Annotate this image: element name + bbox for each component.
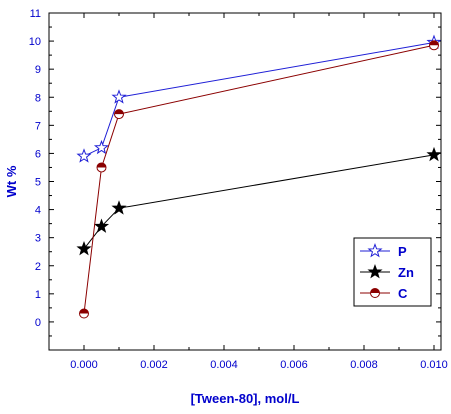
y-tick-label: 4 <box>35 205 41 217</box>
data-point-zn <box>426 146 442 162</box>
series-line-zn <box>83 154 435 250</box>
y-tick-label: 7 <box>35 120 41 132</box>
data-point-zn <box>76 240 92 256</box>
y-tick-label: 5 <box>35 177 41 189</box>
data-point-zn <box>111 200 127 215</box>
y-tick-label: 3 <box>35 233 41 245</box>
y-tick-label: 0 <box>35 317 41 329</box>
y-tick-label: 8 <box>35 92 41 104</box>
data-point-c <box>429 40 439 51</box>
y-tick-label: 1 <box>35 289 41 301</box>
y-axis-title: Wt % <box>4 165 19 197</box>
x-tick-label: 0.010 <box>420 359 448 371</box>
series-line-p <box>83 41 435 157</box>
marker-fill <box>114 109 124 115</box>
legend: P Zn C <box>353 237 432 307</box>
data-point-p <box>111 89 127 104</box>
legend-marker-c <box>370 288 380 298</box>
marker-fill <box>79 308 89 314</box>
legend-marker-zn <box>367 264 383 279</box>
marker-fill <box>97 162 106 168</box>
plot-area-frame <box>48 12 442 351</box>
legend-label-p: P <box>398 244 407 259</box>
y-tick-label: 6 <box>35 148 41 160</box>
data-point-c <box>96 162 107 173</box>
data-point-p <box>76 148 92 163</box>
x-tick-label: 0.008 <box>350 359 378 371</box>
tick-labels: 0 1 2 3 4 5 6 7 8 9 10 11 0.000 0.002 0.004 0.006 0.008 0… <box>29 8 448 371</box>
series-p <box>76 34 442 163</box>
legend-label-c: C <box>398 286 408 301</box>
legend-marker-p <box>367 243 383 258</box>
data-point-p <box>93 139 110 155</box>
y-tick-label: 2 <box>35 261 41 273</box>
y-tick-label: 9 <box>35 64 41 76</box>
data-point-c <box>114 109 124 120</box>
x-tick-label: 0.006 <box>280 359 308 371</box>
x-tick-label: 0.002 <box>140 359 168 371</box>
series-c <box>79 40 439 319</box>
legend-label-zn: Zn <box>398 265 414 280</box>
series-line-c <box>83 44 435 314</box>
data-point-c <box>79 308 89 319</box>
y-tick-label: 11 <box>30 8 41 20</box>
marker-fill <box>370 288 380 293</box>
y-tick-label: 10 <box>29 36 41 48</box>
x-tick-label: 0.000 <box>70 359 98 371</box>
series-layer <box>76 34 442 319</box>
data-point-zn <box>93 218 110 233</box>
x-tick-label: 0.004 <box>210 359 238 371</box>
x-axis-title: [Tween-80], mol/L <box>191 391 300 406</box>
marker-fill <box>429 40 439 46</box>
